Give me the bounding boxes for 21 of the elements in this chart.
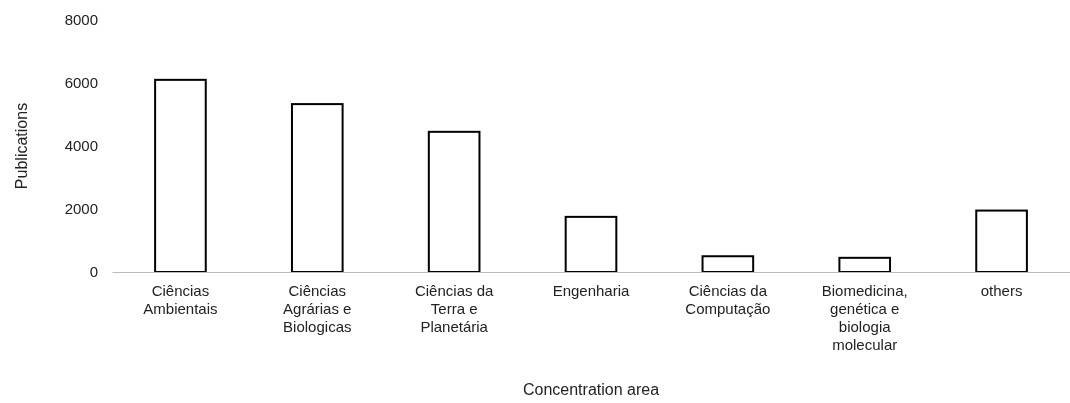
y-tick-label: 4000	[64, 137, 98, 155]
x-tick-label: Ciências Ambientais	[143, 282, 218, 317]
x-tick-label: Engenharia	[552, 282, 631, 299]
y-axis-title: Publications	[13, 102, 30, 190]
y-tick-label: 0	[89, 263, 98, 281]
x-tick-label: others	[980, 282, 1023, 299]
y-tick-label: 6000	[64, 74, 98, 92]
x-axis-title: Concentration area	[522, 381, 660, 398]
bar	[701, 255, 755, 273]
x-tick-label: Ciências da Terra e Planetária	[414, 282, 494, 335]
bar	[427, 130, 481, 273]
bar	[290, 103, 344, 273]
x-tick-label: Ciências Agrárias e Biologicas	[283, 282, 352, 335]
x-tick-label: Ciências da Computação	[685, 282, 771, 317]
y-tick-label: 2000	[64, 200, 98, 218]
bar	[154, 78, 207, 273]
y-tick-label: 8000	[64, 11, 98, 29]
x-tick-label: Biomedicina, genética e biologia molecular	[821, 282, 908, 353]
bar	[564, 215, 618, 273]
bar	[975, 209, 1028, 273]
bar	[838, 256, 892, 273]
